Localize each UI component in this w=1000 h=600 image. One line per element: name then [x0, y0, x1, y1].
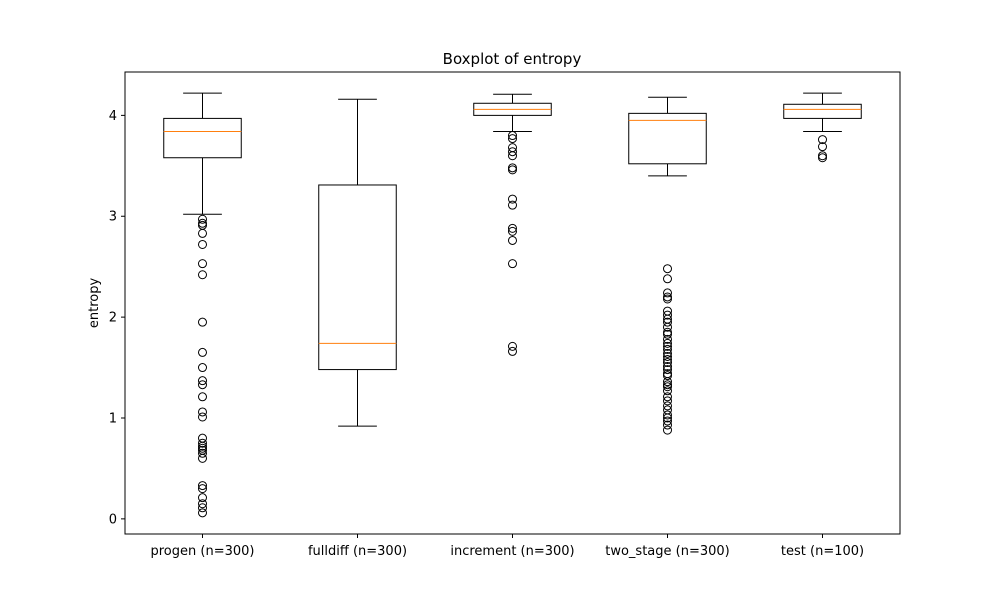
y-tick-label: 4 — [109, 109, 117, 124]
outlier-point — [663, 401, 672, 411]
outlier-point — [663, 377, 672, 387]
outlier-point — [663, 341, 672, 351]
outlier-point — [663, 362, 672, 372]
outlier-point — [508, 223, 517, 233]
box-iqr — [163, 117, 242, 159]
outlier-point — [198, 317, 207, 327]
outlier-point — [663, 365, 672, 375]
outlier-point — [663, 338, 672, 348]
outlier-point — [663, 294, 672, 304]
outlier-point — [663, 420, 672, 430]
outlier-point — [663, 392, 672, 402]
x-tick-label: two_stage (n=300) — [605, 544, 730, 559]
outlier-point — [198, 347, 207, 357]
outlier-point — [508, 341, 517, 351]
outlier-point — [663, 264, 672, 274]
outlier-point — [663, 410, 672, 420]
outlier-point — [198, 499, 207, 509]
outlier-point — [818, 153, 827, 163]
outlier-point — [663, 416, 672, 426]
box-iqr — [783, 103, 862, 119]
outlier-point — [198, 453, 207, 463]
outlier-point — [508, 259, 517, 269]
outlier-point — [663, 382, 672, 392]
plot-area: 0 1 2 3 4 progen (n=300) fulldiff (n=300) incre… — [109, 71, 901, 559]
outlier-point — [198, 493, 207, 503]
outlier-point — [198, 481, 207, 491]
outlier-point — [663, 351, 672, 361]
x-tick-label: fulldiff (n=300) — [308, 544, 407, 559]
outlier-point — [663, 354, 672, 364]
outlier-point — [663, 344, 672, 354]
outlier-point — [198, 228, 207, 238]
outlier-point — [663, 413, 672, 423]
outlier-point — [663, 274, 672, 284]
outlier-point — [663, 386, 672, 396]
outlier-point — [198, 412, 207, 422]
outlier-point — [198, 484, 207, 494]
outlier-point — [663, 288, 672, 298]
chart-title: Boxplot of entropy — [443, 50, 582, 68]
outlier-point — [508, 163, 517, 173]
outlier-point — [198, 392, 207, 402]
outlier-point — [198, 270, 207, 280]
outlier-point — [198, 376, 207, 386]
outlier-point — [198, 438, 207, 448]
box-iqr — [318, 184, 397, 371]
outlier-point — [508, 131, 517, 141]
x-tick-label: progen (n=300) — [151, 544, 255, 559]
outlier-point — [198, 407, 207, 417]
outlier-point — [508, 147, 517, 157]
y-tick-label: 0 — [109, 512, 117, 527]
outlier-point — [508, 235, 517, 245]
outlier-point — [198, 259, 207, 269]
outlier-point — [198, 239, 207, 249]
outlier-point — [198, 214, 207, 224]
outlier-point — [818, 142, 827, 152]
outlier-point — [508, 200, 517, 210]
y-tick-label: 1 — [109, 411, 117, 426]
outlier-point — [508, 165, 517, 175]
outlier-point — [663, 396, 672, 406]
outlier-point — [818, 135, 827, 145]
outlier-point — [508, 346, 517, 356]
y-tick-label: 3 — [109, 210, 117, 225]
outlier-point — [508, 194, 517, 204]
outlier-point — [663, 425, 672, 435]
x-tick-label: test (n=100) — [781, 544, 864, 559]
outlier-point — [198, 220, 207, 230]
outlier-point — [508, 226, 517, 236]
outlier-point — [198, 380, 207, 390]
outlier-point — [663, 310, 672, 320]
outlier-point — [663, 358, 672, 368]
outlier-point — [663, 329, 672, 339]
box-iqr — [628, 112, 707, 165]
outlier-point — [508, 151, 517, 161]
y-tick-label: 2 — [109, 311, 117, 326]
outlier-point — [198, 503, 207, 513]
outlier-point — [818, 151, 827, 161]
outlier-point — [198, 363, 207, 373]
outlier-point — [508, 134, 517, 144]
outlier-point — [663, 371, 672, 381]
outlier-point — [663, 348, 672, 358]
outlier-point — [663, 322, 672, 332]
x-tick-label: increment (n=300) — [450, 544, 574, 559]
outlier-point — [663, 317, 672, 327]
y-axis-label: entropy — [87, 278, 102, 329]
outlier-point — [198, 448, 207, 458]
outlier-point — [198, 508, 207, 518]
outlier-point — [663, 334, 672, 344]
